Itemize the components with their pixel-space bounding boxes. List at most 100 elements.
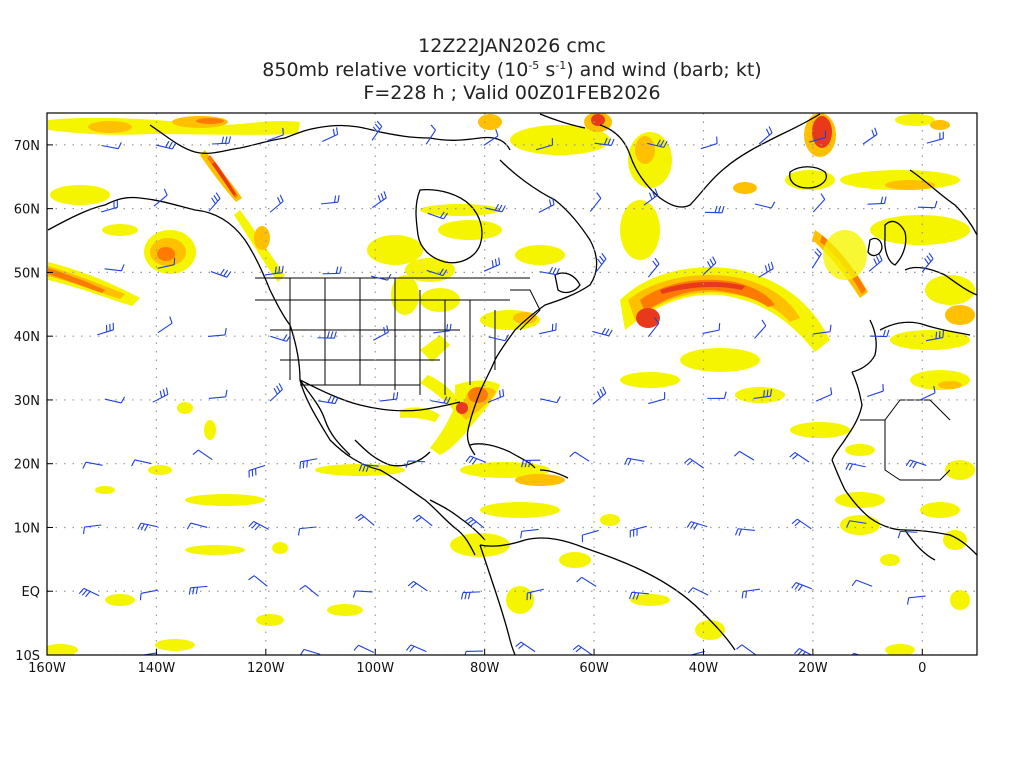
- wind-barb: [464, 516, 485, 529]
- wind-barb: [868, 253, 883, 272]
- lat-tick-label: 50N: [14, 266, 40, 281]
- wind-barb: [104, 396, 126, 404]
- title-line-3: F=228 h ; Valid 00Z01FEB2026: [363, 82, 660, 104]
- wind-barb: [635, 654, 639, 655]
- wind-barb: [101, 142, 122, 150]
- wind-barb: [813, 324, 832, 335]
- wind-barb: [754, 319, 767, 339]
- wind-barb: [104, 264, 125, 272]
- wind-barb: [521, 459, 541, 468]
- lon-tick-label: 40W: [689, 661, 719, 676]
- lat-tick-label: 10N: [14, 521, 40, 536]
- wind-barb: [581, 529, 599, 543]
- wind-barb: [155, 140, 177, 150]
- wind-barb: [137, 522, 158, 532]
- wind-barb: [905, 459, 927, 469]
- wind-barb: [647, 139, 668, 148]
- title-line-1: 12Z22JAN2026 cmc: [418, 35, 606, 57]
- wind-barb: [906, 595, 926, 605]
- wind-barb: [700, 136, 718, 150]
- wind-barb: [299, 648, 321, 655]
- wind-barb: [379, 392, 399, 402]
- wind-barb: [407, 580, 428, 592]
- wind-barb: [131, 459, 152, 467]
- wind-barb: [811, 248, 822, 269]
- wind-barb: [157, 316, 173, 334]
- wind-barb: [265, 265, 284, 276]
- wind-barb: [647, 257, 660, 278]
- wind-barb: [371, 120, 383, 141]
- lat-tick-label: 60N: [14, 203, 40, 218]
- wind-barb: [370, 273, 392, 281]
- us-state-borders: [255, 277, 541, 395]
- wind-barb: [488, 334, 509, 342]
- lat-tick-label: 20N: [14, 458, 40, 473]
- wind-barb: [926, 330, 944, 342]
- wind-barb: [572, 644, 593, 655]
- wind-barb: [97, 322, 114, 336]
- wind-barb: [317, 331, 337, 339]
- wind-barb: [140, 652, 158, 655]
- wind-barb: [869, 329, 890, 338]
- wind-barb: [569, 451, 590, 462]
- wind-barb: [734, 528, 755, 536]
- wind-barb: [845, 462, 866, 471]
- wind-barb: [809, 130, 827, 143]
- wind-barb: [358, 463, 379, 472]
- lon-tick-label: 60W: [579, 661, 609, 676]
- wind-barb: [526, 588, 544, 601]
- wind-barb: [210, 268, 232, 278]
- wind-barb: [352, 590, 373, 598]
- wind-barb: [643, 188, 659, 206]
- wind-barb: [355, 513, 375, 526]
- wind-barb: [589, 192, 602, 212]
- wind-barb: [211, 136, 232, 145]
- wind-barb: [406, 644, 427, 653]
- wind-barb: [139, 589, 158, 601]
- wind-barb: [921, 252, 934, 273]
- wind-barb: [78, 587, 100, 598]
- wind-barb: [576, 576, 597, 587]
- wind-barb: [373, 325, 389, 341]
- vorticity-shading: [47, 113, 975, 655]
- wind-barb: [897, 530, 918, 539]
- wind-barb: [917, 200, 938, 209]
- wind-barb: [926, 131, 944, 144]
- wind-barb: [540, 396, 561, 404]
- wind-barb: [794, 647, 813, 655]
- lon-tick-label: 120W: [247, 661, 285, 676]
- wind-barb: [269, 383, 283, 402]
- wind-barb: [736, 644, 756, 655]
- wind-barb: [758, 126, 773, 145]
- wind-barb: [321, 195, 340, 205]
- wind-barb: [702, 323, 721, 334]
- wind-barb: [648, 392, 666, 405]
- coastlines: [47, 113, 977, 655]
- wind-barb: [270, 334, 291, 342]
- wind-barb: [483, 257, 501, 272]
- title-line-2: 850mb relative vorticity (10-5 s-1) and …: [262, 59, 761, 81]
- wind-barb: [684, 458, 705, 469]
- wind-barb: [689, 650, 705, 655]
- wind-barb: [539, 323, 557, 335]
- lon-tick-label: 0: [918, 661, 926, 676]
- wind-barb: [82, 461, 103, 469]
- wind-barb: [628, 591, 649, 600]
- lon-tick-label: 160W: [28, 661, 66, 676]
- wind-barb: [100, 200, 118, 213]
- wind-barb: [322, 266, 342, 275]
- wind-barb: [686, 521, 708, 530]
- wind-barb: [487, 388, 505, 403]
- wind-barb: [299, 458, 318, 469]
- wind-barb: [703, 256, 717, 275]
- wind-barb: [485, 203, 506, 213]
- lat-tick-label: EQ: [22, 585, 40, 600]
- wind-barb: [535, 138, 553, 151]
- wind-barb: [687, 587, 709, 596]
- lon-tick-label: 100W: [356, 661, 394, 676]
- wind-barb: [812, 193, 826, 213]
- wind-barb: [208, 389, 228, 400]
- wind-barb: [741, 588, 760, 599]
